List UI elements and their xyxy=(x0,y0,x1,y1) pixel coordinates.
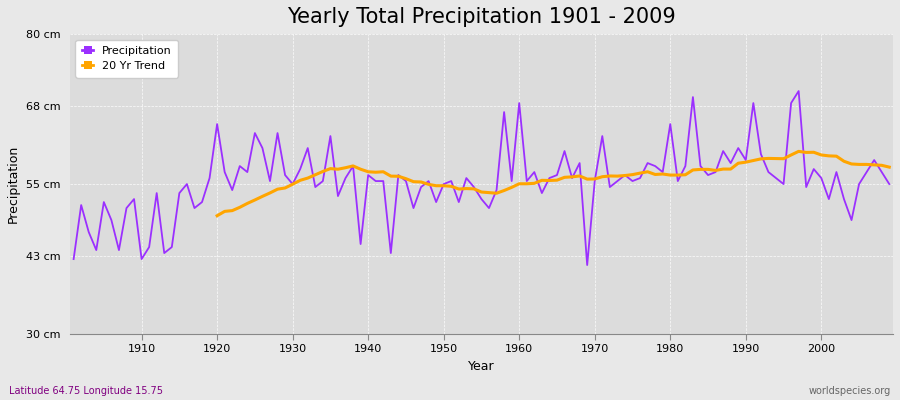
Precipitation xyxy=(884,182,895,186)
20 Yr Trend xyxy=(793,149,804,154)
20 Yr Trend xyxy=(770,156,781,161)
Title: Yearly Total Precipitation 1901 - 2009: Yearly Total Precipitation 1901 - 2009 xyxy=(287,7,676,27)
20 Yr Trend xyxy=(416,180,427,184)
Text: Latitude 64.75 Longitude 15.75: Latitude 64.75 Longitude 15.75 xyxy=(9,386,163,396)
20 Yr Trend xyxy=(861,162,872,167)
20 Yr Trend xyxy=(884,165,895,170)
Precipitation xyxy=(507,179,517,184)
Precipitation xyxy=(129,197,140,202)
Precipitation xyxy=(68,257,79,262)
Precipitation xyxy=(612,179,623,184)
X-axis label: Year: Year xyxy=(468,360,495,373)
20 Yr Trend xyxy=(786,152,796,157)
20 Yr Trend xyxy=(680,172,691,177)
Precipitation xyxy=(581,263,592,268)
Precipitation xyxy=(340,176,351,180)
Precipitation xyxy=(793,89,804,94)
Legend: Precipitation, 20 Yr Trend: Precipitation, 20 Yr Trend xyxy=(76,40,178,78)
Y-axis label: Precipitation: Precipitation xyxy=(7,145,20,223)
Precipitation xyxy=(295,167,306,172)
Text: worldspecies.org: worldspecies.org xyxy=(809,386,891,396)
Precipitation xyxy=(514,101,525,106)
Line: Precipitation: Precipitation xyxy=(74,91,889,265)
Line: 20 Yr Trend: 20 Yr Trend xyxy=(217,151,889,216)
20 Yr Trend xyxy=(302,176,313,180)
20 Yr Trend xyxy=(212,213,222,218)
